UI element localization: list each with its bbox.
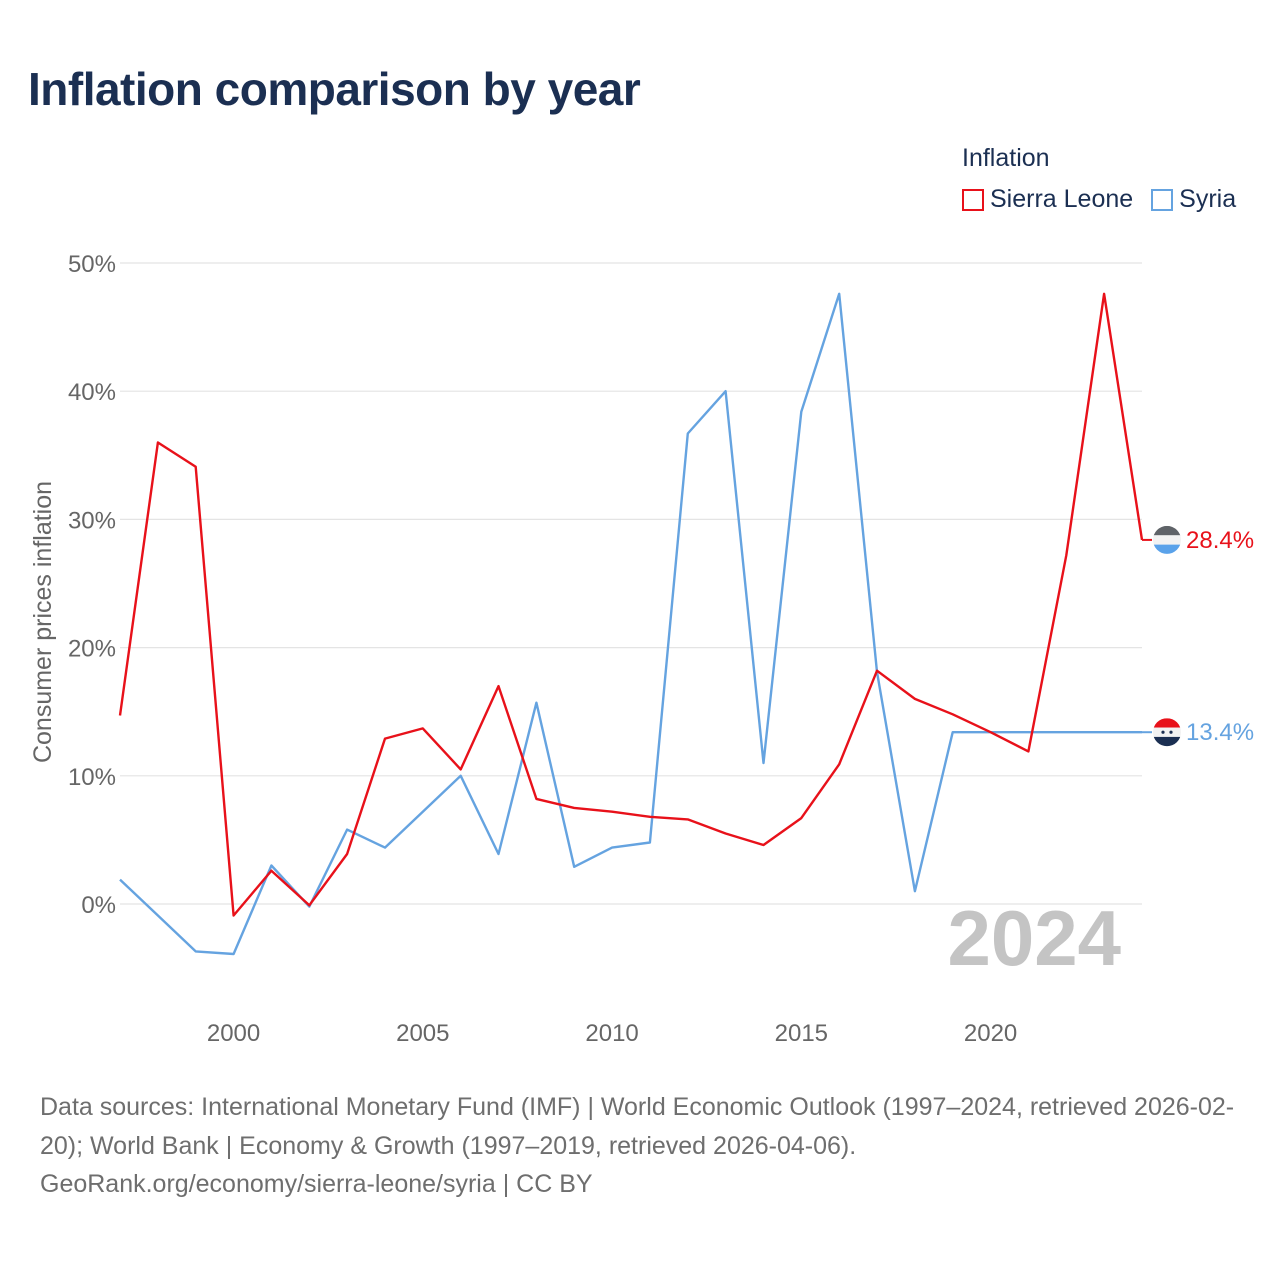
- legend-label-sierra-leone: Sierra Leone: [990, 185, 1134, 213]
- legend: Inflation Sierra Leone Syria: [962, 144, 1236, 214]
- end-label-sierra-leone: 28.4%: [1186, 527, 1254, 554]
- credit-text[interactable]: GeoRank.org/economy/sierra-leone/syria |…: [40, 1170, 593, 1198]
- x-tick-label: 2010: [585, 1020, 638, 1047]
- legend-swatch-syria: [1151, 188, 1174, 211]
- x-tick-label: 2000: [207, 1020, 260, 1047]
- y-tick-label: 10%: [68, 764, 116, 791]
- x-tick-label: 2015: [775, 1020, 828, 1047]
- y-tick-label: 30%: [68, 507, 116, 534]
- legend-item-sierra-leone[interactable]: Sierra Leone: [962, 185, 1133, 214]
- series-line-sierra-leone: [118, 292, 1144, 917]
- end-label-syria: 13.4%: [1186, 719, 1254, 746]
- legend-title: Inflation: [962, 144, 1050, 172]
- source-text: Data sources: International Monetary Fun…: [40, 1093, 1235, 1160]
- chart-title: Inflation comparison by year: [28, 63, 641, 115]
- x-tick-label: 2020: [964, 1020, 1017, 1047]
- y-tick-label: 50%: [68, 251, 116, 278]
- chart-source: Data sources: International Monetary Fun…: [40, 1088, 1250, 1204]
- year-watermark: 2024: [947, 894, 1121, 982]
- y-tick-label: 40%: [68, 379, 116, 406]
- line-chart: 0% 10% 20% 30% 40% 50% 2000 2005 2010 2015 2020 Con…: [29, 251, 1254, 1047]
- legend-swatch-sierra-leone: [962, 188, 984, 211]
- y-tick-label: 0%: [81, 892, 116, 919]
- syria-flag-icon: [1153, 718, 1181, 747]
- series-line-syria: [119, 292, 1142, 956]
- y-tick-label: 20%: [68, 636, 116, 663]
- x-tick-label: 2005: [396, 1020, 449, 1047]
- legend-label-syria: Syria: [1179, 185, 1237, 213]
- sierra-leone-flag-icon: [1153, 525, 1181, 554]
- y-axis-label: Consumer prices inflation: [29, 481, 57, 763]
- legend-item-syria[interactable]: Syria: [1151, 185, 1236, 214]
